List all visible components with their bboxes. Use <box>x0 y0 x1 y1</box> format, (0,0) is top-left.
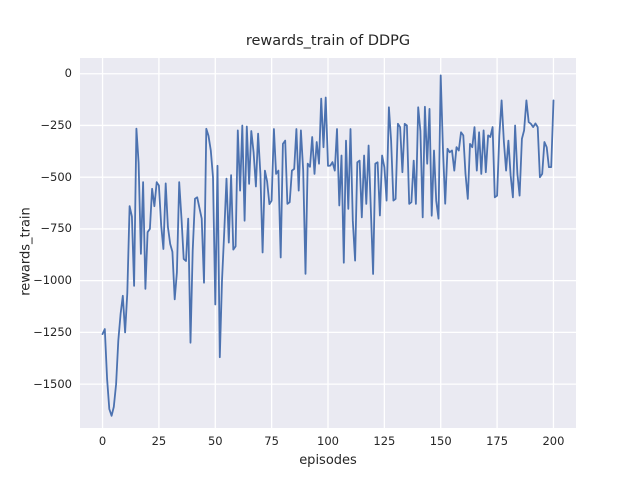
y-axis-label: rewards_train <box>18 207 34 296</box>
x-tick-label: 75 <box>264 434 279 448</box>
x-tick-label: 200 <box>542 434 565 448</box>
y-tick-label: 0 <box>64 66 72 81</box>
y-tick-label: −1000 <box>33 273 72 288</box>
x-tick-label: 125 <box>373 434 396 448</box>
y-tick-label: −250 <box>40 117 72 132</box>
y-tick-label: −1250 <box>33 324 72 339</box>
plot-area <box>80 57 576 428</box>
x-axis-label: episodes <box>299 453 357 468</box>
y-tick-label: −500 <box>40 169 72 184</box>
x-tick-label: 175 <box>486 434 509 448</box>
reward-line <box>101 73 555 417</box>
x-tick-label: 100 <box>317 434 339 448</box>
x-tick-label: 150 <box>429 434 452 448</box>
x-tick-label: 0 <box>98 434 107 448</box>
y-tick-label: −1500 <box>33 376 72 391</box>
y-tick-label: −750 <box>40 221 72 236</box>
chart-canvas <box>80 57 576 428</box>
x-tick-label: 25 <box>151 434 167 448</box>
x-tick-label: 50 <box>207 434 223 448</box>
chart-title: rewards_train of DDPG <box>245 33 411 49</box>
